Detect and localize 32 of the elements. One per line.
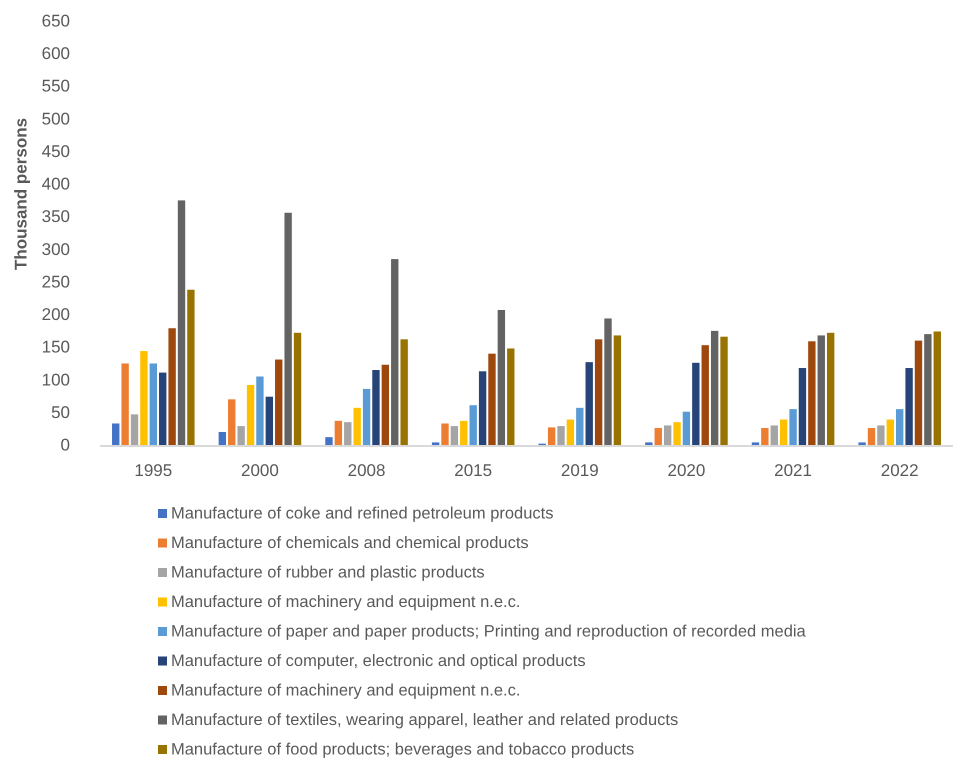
y-tick-label: 500 <box>42 109 70 128</box>
x-tick-label: 2020 <box>668 461 706 480</box>
y-tick-label: 200 <box>42 305 70 324</box>
legend-label: Manufacture of coke and refined petroleum products <box>171 504 554 522</box>
y-tick-label: 350 <box>42 207 70 226</box>
x-tick-label: 1995 <box>134 461 172 480</box>
y-tick-label: 250 <box>42 272 70 292</box>
y-tick-label: 600 <box>42 44 70 64</box>
legend-label: Manufacture of food products; beverages and tobacco products <box>171 740 634 758</box>
y-tick-label: 100 <box>42 370 70 390</box>
y-tick-label: 0 <box>60 435 70 454</box>
legend-label: Manufacture of machinery and equipment n.e.c. <box>171 681 520 700</box>
x-tick-label: 2000 <box>241 461 279 480</box>
legend-label: Manufacture of paper and paper products; Printing and reproduction of recorded media <box>171 622 807 640</box>
legend-label: Manufacture of rubber and plastic products <box>171 563 485 582</box>
y-tick-label: 650 <box>42 11 70 30</box>
y-tick-label: 150 <box>42 338 70 357</box>
legend-label: Manufacture of computer, electronic and optical products <box>171 652 586 670</box>
x-tick-label: 2022 <box>880 461 919 480</box>
y-tick-label: 400 <box>42 174 70 194</box>
legend-label: Manufacture of machinery and equipment n.e.c. <box>171 592 520 611</box>
x-tick-label: 2008 <box>348 461 386 480</box>
y-axis-title: Thousand persons <box>11 118 30 270</box>
y-tick-label: 550 <box>42 76 70 96</box>
legend-label: Manufacture of textiles, wearing apparel, leather and related products <box>171 710 678 729</box>
y-tick-label: 50 <box>51 402 70 422</box>
x-tick-label: 2021 <box>774 461 812 480</box>
y-tick-label: 300 <box>42 240 70 259</box>
y-tick-label: 450 <box>42 142 70 161</box>
x-tick-label: 2015 <box>454 461 492 480</box>
x-tick-label: 2019 <box>560 461 599 480</box>
legend-label: Manufacture of chemicals and chemical products <box>171 534 529 552</box>
